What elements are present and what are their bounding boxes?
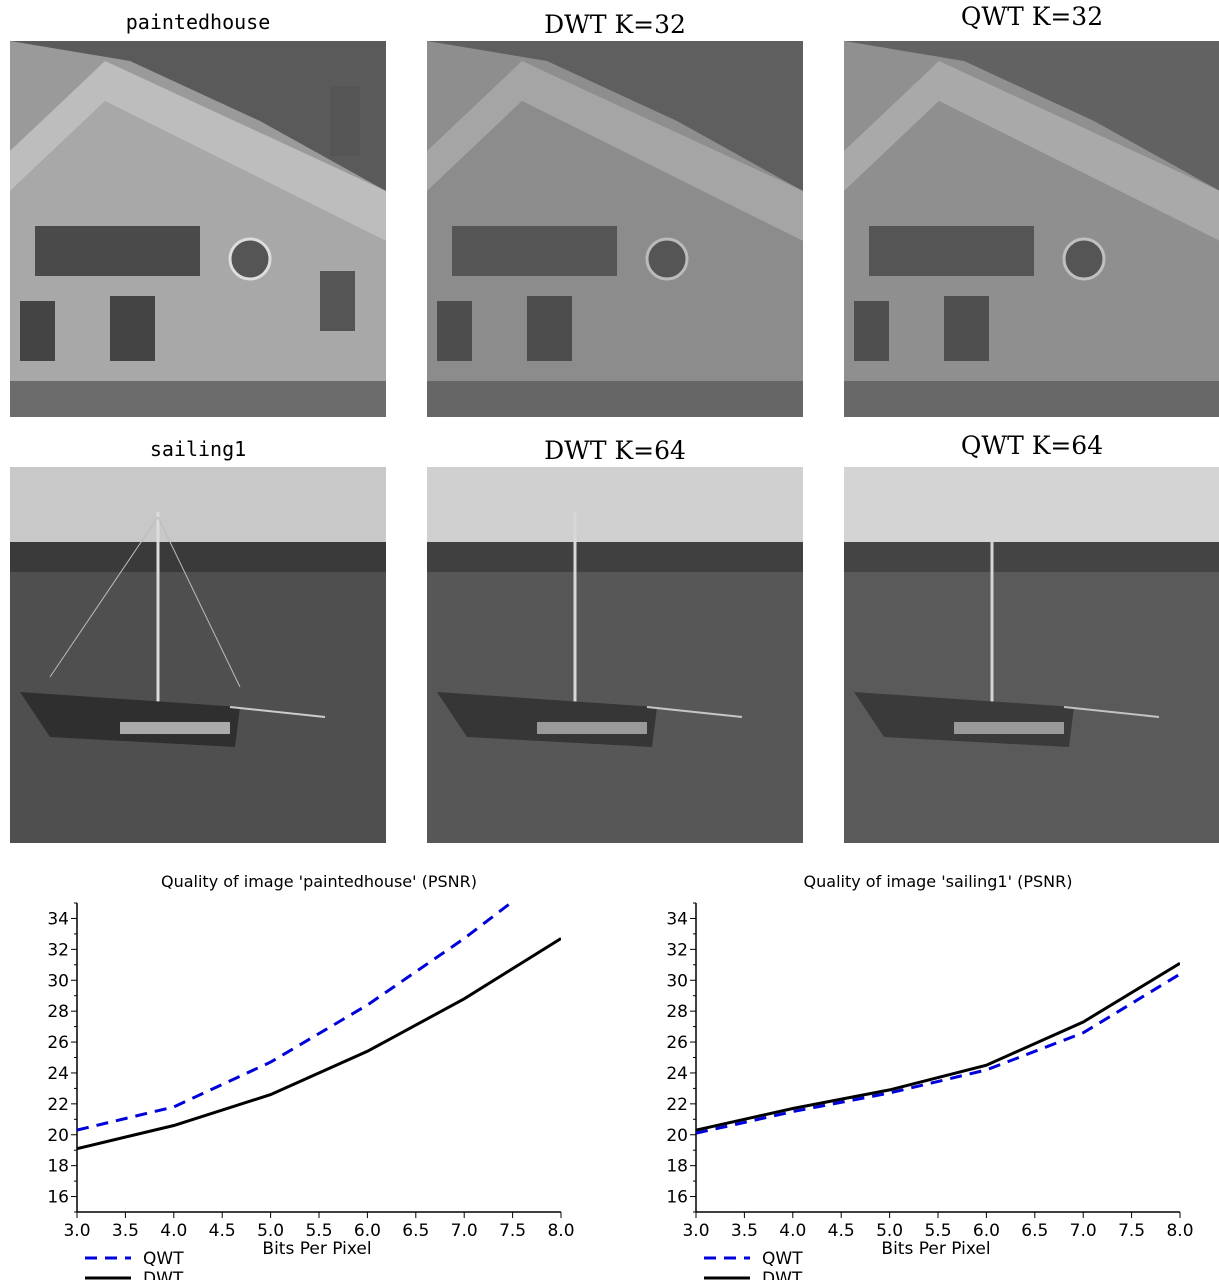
legend-label-qwt: QWT	[143, 1249, 184, 1269]
chart-paintedhouse-psnr: Quality of image 'paintedhouse' (PSNR) 16…	[47, 872, 574, 1280]
sailing-dwt-graphic	[427, 467, 803, 843]
image-paintedhouse-qwt	[844, 41, 1219, 417]
y-tick-label: 30	[47, 971, 69, 991]
y-tick-label: 32	[666, 940, 688, 960]
y-tick-label: 16	[47, 1188, 69, 1208]
y-tick-label: 34	[47, 909, 69, 929]
chart-title: Quality of image 'paintedhouse' (PSNR)	[161, 872, 477, 891]
label-qwt-k32: QWT K=32	[960, 2, 1104, 31]
x-tick-label: 5.5	[924, 1221, 951, 1241]
y-tick-label: 28	[666, 1002, 688, 1022]
x-tick-label: 5.0	[257, 1221, 284, 1241]
x-tick-label: 5.0	[876, 1221, 903, 1241]
label-dwt-k32: DWT K=32	[544, 10, 686, 39]
chart-title: Quality of image 'sailing1' (PSNR)	[804, 872, 1073, 891]
x-tick-label: 6.0	[973, 1221, 1000, 1241]
legend-label-dwt: DWT	[143, 1269, 184, 1280]
x-tick-label: 8.0	[547, 1221, 574, 1241]
image-sailing1-original	[10, 467, 386, 843]
x-tick-label: 7.5	[1118, 1221, 1145, 1241]
x-tick-label: 4.5	[828, 1221, 855, 1241]
x-tick-label: 6.5	[1021, 1221, 1048, 1241]
y-tick-label: 20	[47, 1126, 69, 1146]
label-qwt-k64: QWT K=64	[960, 431, 1104, 460]
x-tick-label: 6.0	[354, 1221, 381, 1241]
x-tick-label: 6.5	[402, 1221, 429, 1241]
series-line-qwt	[696, 972, 1180, 1135]
series-line-dwt	[696, 962, 1180, 1132]
series-line-dwt	[77, 937, 561, 1151]
chart-sailing1-psnr: Quality of image 'sailing1' (PSNR) 16 18 20…	[666, 872, 1193, 1280]
x-axis-label: Bits Per Pixel	[262, 1239, 371, 1259]
x-tick-label: 7.0	[1070, 1221, 1097, 1241]
label-sailing1: sailing1	[149, 437, 247, 461]
x-tick-label: 4.0	[779, 1221, 806, 1241]
y-tick-label: 30	[666, 971, 688, 991]
sailing-photo-graphic	[10, 467, 386, 843]
y-tick-label: 18	[666, 1157, 688, 1177]
y-tick-label: 22	[47, 1095, 69, 1115]
x-tick-label: 7.0	[451, 1221, 478, 1241]
house-dwt-graphic	[427, 41, 803, 417]
label-dwt-k64: DWT K=64	[544, 436, 686, 465]
image-paintedhouse-original	[10, 41, 386, 417]
y-tick-label: 26	[666, 1033, 688, 1053]
series-line-qwt	[77, 903, 514, 1132]
image-sailing1-qwt	[844, 467, 1219, 843]
sailing-qwt-graphic	[844, 467, 1219, 843]
x-tick-label: 8.0	[1166, 1221, 1193, 1241]
y-tick-label: 20	[666, 1126, 688, 1146]
y-tick-label: 24	[47, 1064, 69, 1084]
legend-label-dwt: DWT	[762, 1269, 803, 1280]
x-axis-label: Bits Per Pixel	[881, 1239, 990, 1259]
house-photo-graphic	[10, 41, 386, 417]
image-paintedhouse-dwt	[427, 41, 803, 417]
y-tick-label: 34	[666, 909, 688, 929]
x-tick-label: 3.0	[682, 1221, 709, 1241]
label-paintedhouse: paintedhouse	[125, 10, 271, 34]
y-tick-label: 28	[47, 1002, 69, 1022]
y-tick-label: 18	[47, 1157, 69, 1177]
x-tick-label: 4.0	[160, 1221, 187, 1241]
y-tick-label: 26	[47, 1033, 69, 1053]
x-tick-label: 7.5	[499, 1221, 526, 1241]
y-tick-label: 24	[666, 1064, 688, 1084]
x-tick-label: 3.5	[731, 1221, 758, 1241]
x-tick-label: 3.0	[63, 1221, 90, 1241]
x-tick-label: 5.5	[305, 1221, 332, 1241]
y-tick-label: 32	[47, 940, 69, 960]
x-tick-label: 4.5	[209, 1221, 236, 1241]
y-tick-label: 22	[666, 1095, 688, 1115]
x-tick-label: 3.5	[112, 1221, 139, 1241]
legend-label-qwt: QWT	[762, 1249, 803, 1269]
house-qwt-graphic	[844, 41, 1219, 417]
image-sailing1-dwt	[427, 467, 803, 843]
y-tick-label: 16	[666, 1188, 688, 1208]
